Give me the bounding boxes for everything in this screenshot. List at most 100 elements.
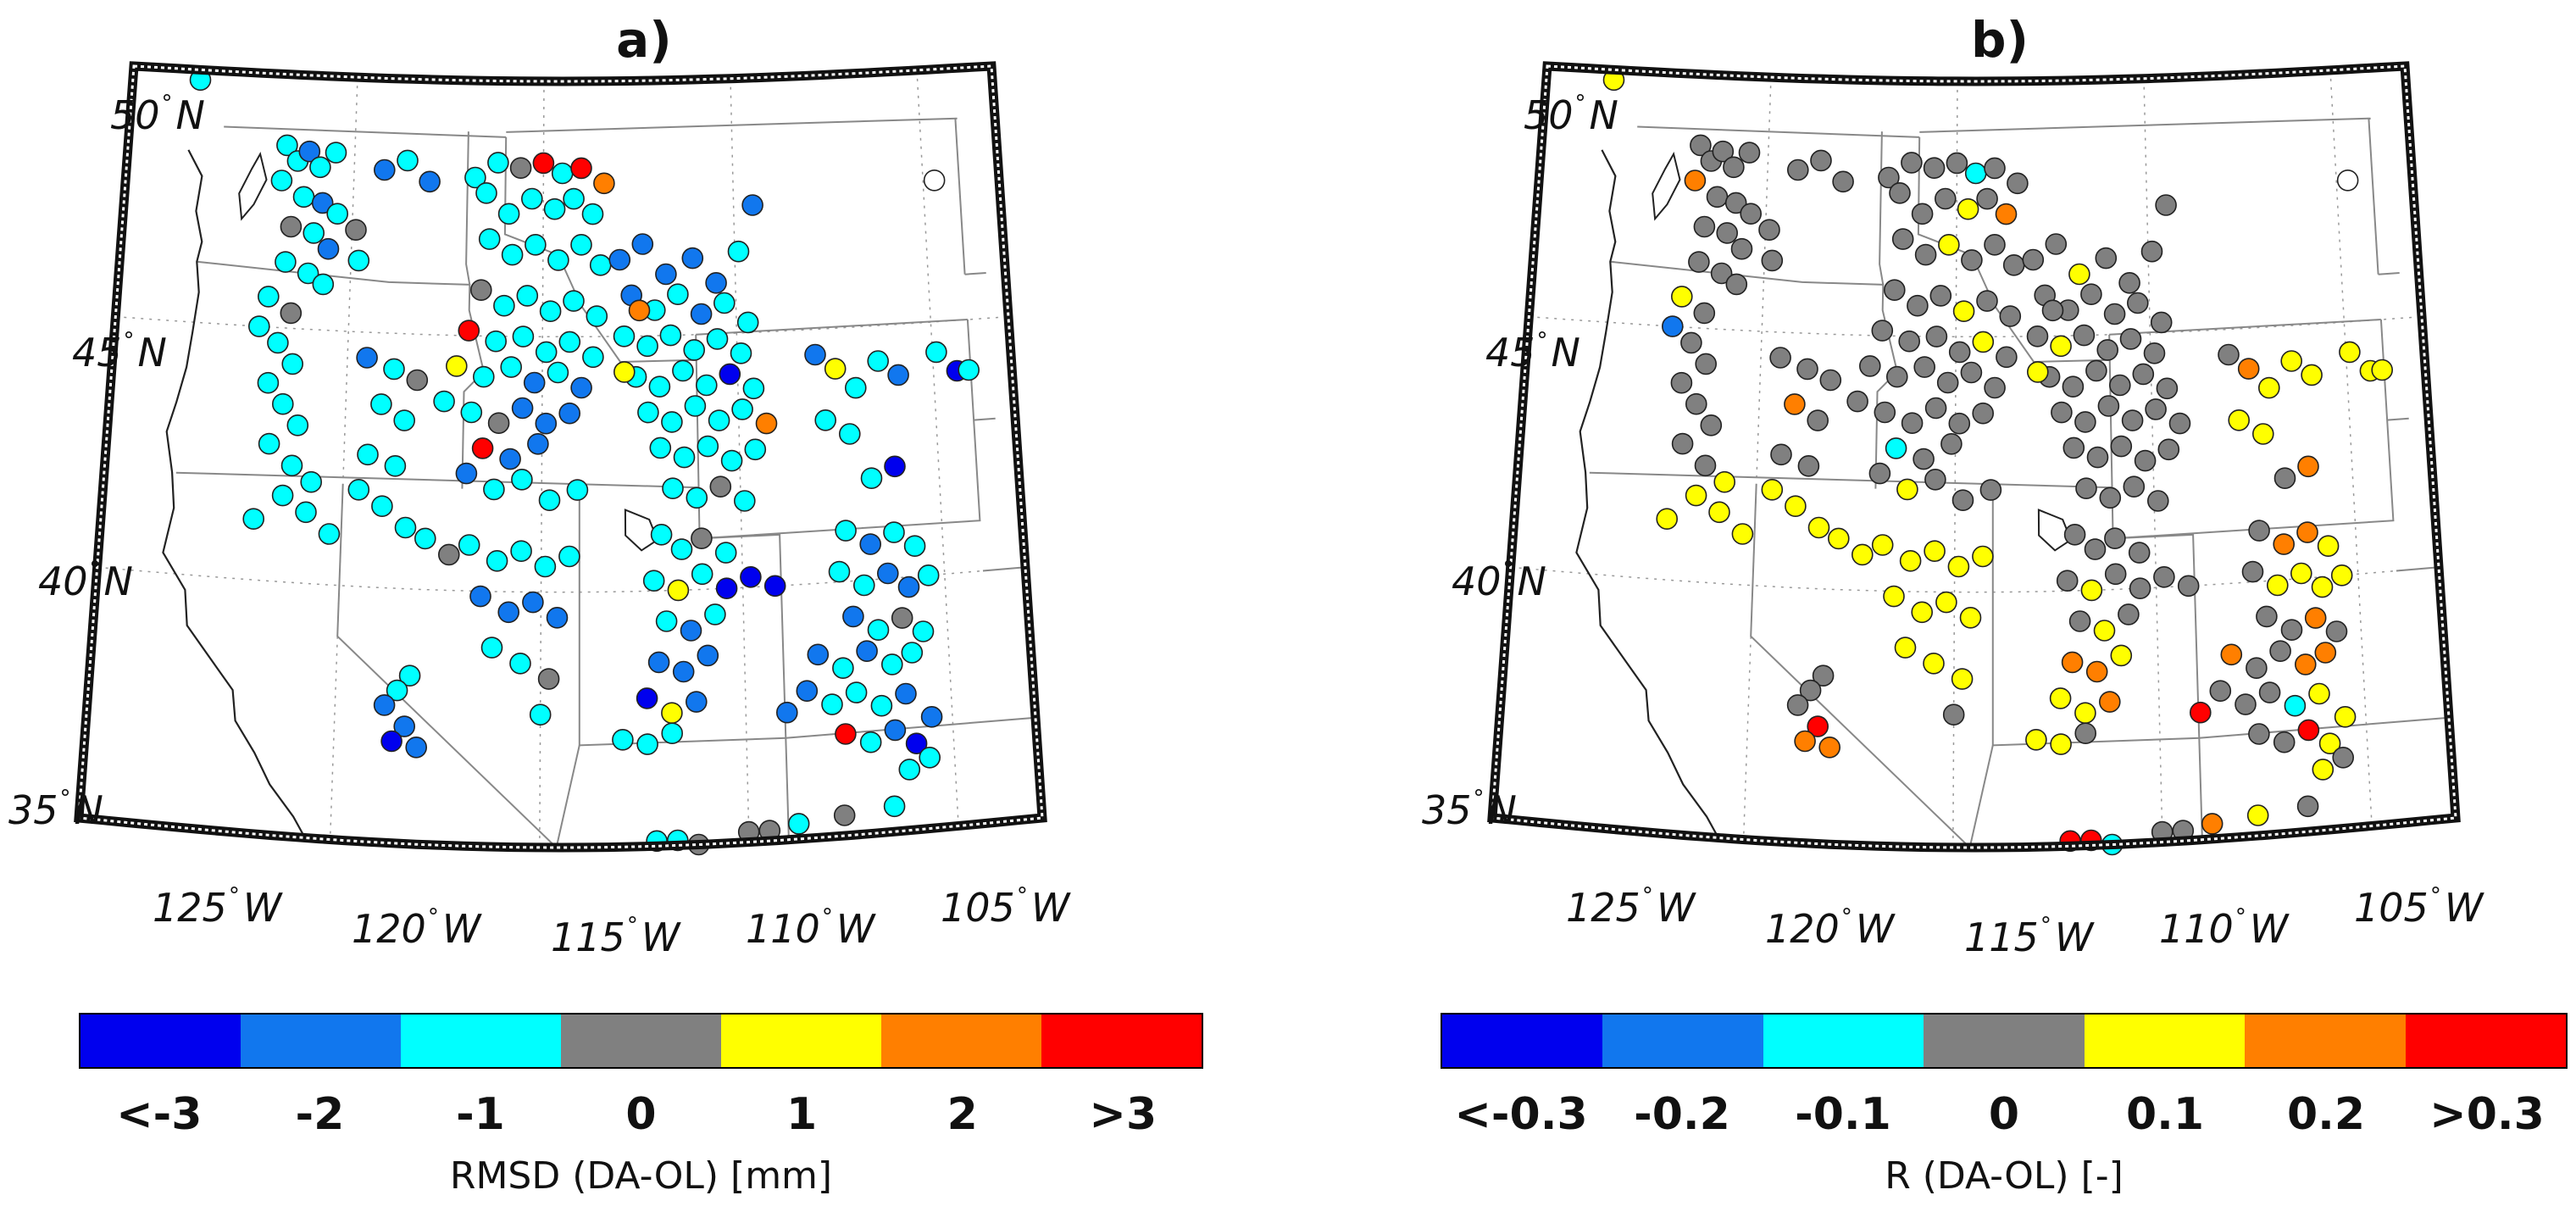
station-point: [384, 454, 407, 477]
station-point: [433, 390, 455, 413]
station-point: [2075, 477, 2097, 500]
station-point: [1898, 330, 1921, 353]
lon-label-110: 110°W: [2159, 904, 2289, 952]
station-point: [1690, 134, 1712, 157]
station-point: [2086, 446, 2109, 469]
station-point: [1661, 315, 1684, 337]
station-point: [1670, 371, 1693, 394]
station-point: [870, 694, 893, 717]
lon-label-110: 110°W: [746, 904, 875, 952]
station-point: [2074, 722, 2097, 745]
station-point: [2295, 653, 2317, 675]
station-point: [1995, 203, 2018, 225]
station-point: [2099, 486, 2122, 509]
station-point: [2318, 732, 2341, 755]
state-border: [2368, 118, 2379, 275]
station-point: [2317, 535, 2340, 558]
station-point: [2068, 610, 2091, 632]
station-point: [1810, 149, 1832, 172]
state-border: [1589, 471, 2112, 489]
station-point: [1807, 715, 1829, 737]
station-point: [485, 330, 508, 353]
station-point: [373, 158, 396, 181]
station-point: [535, 341, 558, 364]
station-point: [292, 186, 315, 208]
station-point: [659, 324, 682, 347]
state-border: [506, 117, 958, 133]
station-point: [680, 620, 702, 642]
station-point: [650, 523, 673, 546]
station-point: [1984, 157, 2006, 180]
state-border: [1637, 125, 1920, 138]
station-point: [295, 501, 317, 524]
colorbar-segment: [241, 1015, 401, 1067]
station-point: [2267, 574, 2289, 597]
station-point: [570, 233, 592, 256]
station-point: [655, 263, 677, 286]
station-point: [867, 350, 889, 372]
lon-label-105: 105°W: [2354, 883, 2484, 931]
station-point: [1797, 454, 1820, 477]
station-point: [2128, 542, 2151, 564]
station-point: [509, 652, 531, 675]
station-point: [1907, 294, 1929, 317]
station-point: [670, 538, 693, 560]
station-points: [1602, 69, 2393, 856]
station-point: [1984, 376, 2006, 399]
station-point: [525, 233, 547, 256]
station-point: [1761, 249, 1784, 272]
station-point: [1708, 501, 1730, 524]
station-point: [393, 409, 416, 431]
station-point: [537, 668, 560, 690]
station-point: [1693, 302, 1716, 325]
station-point: [2110, 644, 2133, 667]
state-border: [1750, 483, 1971, 848]
station-point: [1716, 222, 1739, 244]
station-point: [516, 285, 539, 307]
station-point: [347, 478, 370, 501]
station-point: [1952, 300, 1975, 323]
station-point: [828, 560, 851, 583]
station-point: [2068, 263, 2090, 286]
station-point: [691, 563, 713, 586]
station-point: [523, 371, 546, 394]
colorbar-segment: [401, 1015, 561, 1067]
lon-label-115: 115°W: [551, 913, 680, 960]
station-point: [2273, 731, 2296, 753]
station-point: [636, 733, 658, 755]
station-point: [1712, 140, 1735, 163]
station-point: [835, 520, 857, 542]
station-point: [1948, 341, 1971, 364]
station-point: [397, 149, 419, 172]
station-point: [2150, 311, 2173, 334]
lat-label-50: 50°N: [1524, 91, 1618, 138]
station-point: [2273, 533, 2295, 555]
station-point: [1913, 356, 1936, 378]
station-point: [276, 134, 298, 157]
colorbar-tick-label: 1: [786, 1089, 818, 1140]
station-point: [2062, 375, 2085, 398]
station-point: [1961, 249, 1983, 271]
state-border: [1968, 745, 1994, 848]
station-point: [2296, 795, 2319, 818]
station-point: [2049, 687, 2072, 709]
station-point: [713, 292, 736, 314]
station-point: [271, 484, 294, 507]
station-point: [2273, 467, 2296, 490]
station-point: [2026, 325, 2049, 347]
station-point: [884, 455, 906, 478]
station-point: [824, 358, 847, 380]
station-point: [661, 411, 683, 433]
station-point: [2339, 341, 2361, 364]
station-point: [742, 377, 765, 400]
station-point: [581, 203, 604, 225]
station-point: [2301, 364, 2323, 386]
station-point: [534, 555, 557, 578]
station-point: [1832, 170, 1854, 193]
state-border: [696, 319, 968, 336]
station-point: [2085, 660, 2108, 683]
station-point: [628, 299, 651, 322]
station-point: [1807, 516, 1830, 539]
station-point: [649, 436, 672, 459]
station-point: [844, 376, 867, 399]
